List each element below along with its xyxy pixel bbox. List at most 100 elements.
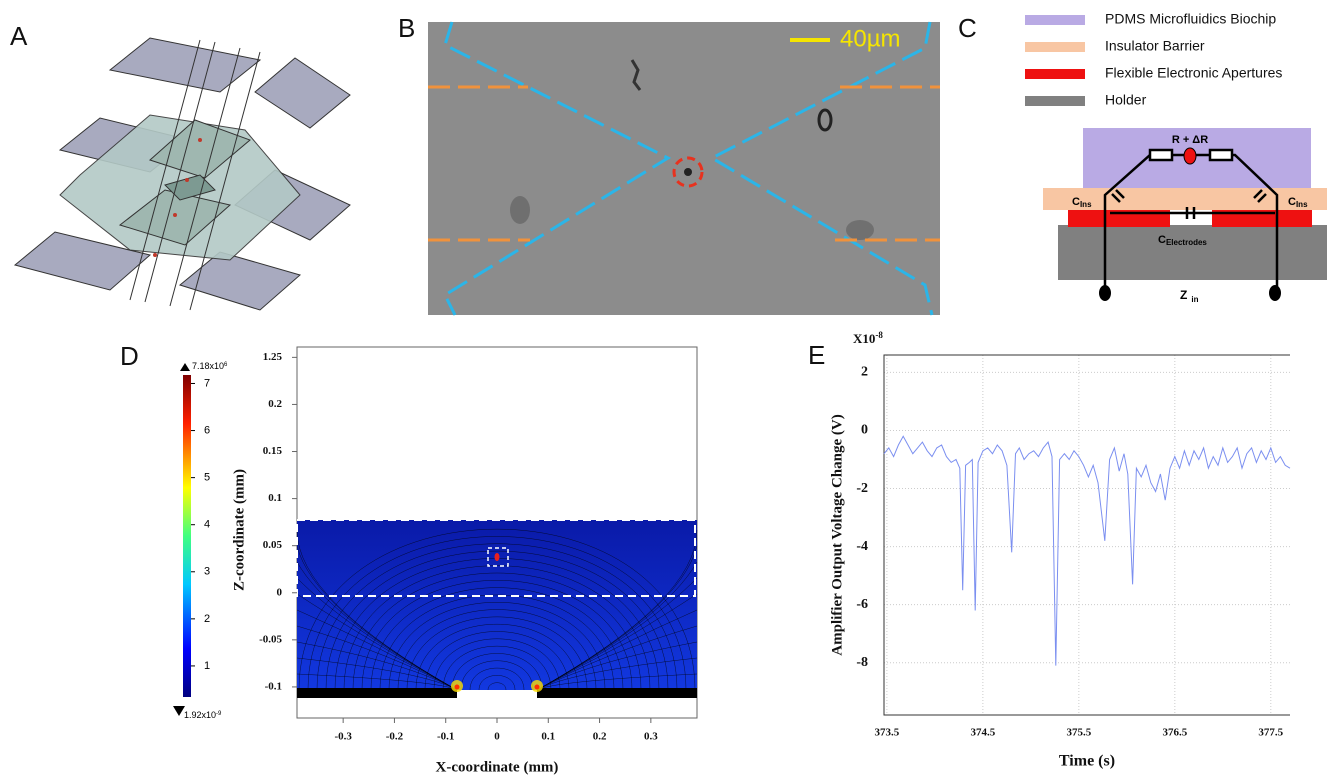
field-line	[478, 675, 516, 691]
legend-label: PDMS Microfluidics Biochip	[1105, 11, 1276, 27]
colorbar-min-label: 1.92x10-9	[184, 710, 222, 720]
y-tick-label: 0.05	[263, 539, 283, 551]
colorbar-tick-label: 6	[204, 424, 210, 436]
hotspot	[454, 684, 460, 690]
field-line	[536, 529, 698, 691]
field-line	[469, 667, 525, 691]
max-exp: 6	[224, 362, 228, 368]
y-tick-label: -4	[856, 539, 868, 554]
x-tick-label: -0.1	[437, 731, 454, 743]
legend-label: Insulator Barrier	[1105, 38, 1205, 54]
particle	[494, 553, 500, 561]
field-line	[316, 543, 678, 691]
y-tick-label: -6	[856, 597, 868, 612]
trace	[883, 435, 1291, 666]
x-tick-label: 377.5	[1258, 727, 1283, 739]
field-line	[298, 529, 696, 691]
max-main: 7.18x10	[192, 361, 224, 371]
colorbar-max-marker	[180, 363, 190, 371]
colorbar-max-label: 7.18x106	[192, 361, 228, 371]
y-tick-label: -0.05	[259, 633, 282, 645]
region-border	[296, 519, 696, 597]
y-axis-label: Amplifier Output Voltage Change (V)	[829, 414, 845, 655]
mult-main: X10	[853, 331, 875, 346]
panel-label: B	[398, 13, 415, 43]
x-tick-label: 376.5	[1162, 727, 1187, 739]
field-line	[296, 529, 458, 691]
axis-frame	[883, 354, 1290, 716]
x-tick-label: -0.3	[334, 731, 352, 743]
min-main: 1.92x10	[184, 710, 216, 720]
x-tick-label: -0.2	[386, 731, 404, 743]
panel-label: D	[120, 341, 139, 371]
cap-label: CElectrodes	[1158, 234, 1207, 247]
cap-sub: Ins	[1080, 200, 1092, 209]
chip-render	[13, 37, 351, 311]
mult-exp: -8	[875, 330, 883, 340]
y-tick-label: 1.25	[263, 351, 283, 363]
colorbar-tick-label: 7	[204, 377, 210, 389]
hotspot	[534, 684, 540, 690]
x-tick-label: 373.5	[875, 727, 900, 739]
field-line	[325, 551, 669, 691]
min-exp: -9	[216, 711, 222, 717]
cap-main: C	[1158, 234, 1166, 246]
colorbar-tick-label: 1	[204, 660, 210, 672]
field-line	[296, 625, 458, 691]
y-tick-label: -2	[856, 481, 868, 496]
particle-box	[487, 547, 509, 567]
colorbar-tick-label: 4	[204, 519, 210, 531]
field-line	[536, 641, 698, 691]
legend-swatch	[1025, 69, 1085, 79]
x-tick-label: 0	[494, 731, 500, 743]
cap-main: C	[1072, 196, 1080, 208]
circuit-diagram	[1043, 128, 1327, 301]
field-line	[388, 602, 606, 691]
legend-label: Flexible Electronic Apertures	[1105, 65, 1282, 81]
colorbar-tick-label: 3	[204, 566, 210, 578]
resistor-label: R + ΔR	[1172, 134, 1208, 146]
colorbar-min-marker	[173, 706, 185, 716]
z-sub: in	[1191, 295, 1198, 304]
y-tick-label: 0	[277, 586, 283, 598]
y-tick-label: 2	[861, 365, 868, 380]
panel-label: E	[808, 340, 825, 370]
cap-sub: Electrodes	[1166, 238, 1207, 247]
y-tick-label: 0.1	[268, 492, 282, 504]
field-line	[536, 657, 698, 691]
x-tick-label: 0.1	[541, 731, 555, 743]
field-line	[296, 641, 458, 691]
x-tick-label: 375.5	[1066, 727, 1091, 739]
multiplier: X10-8	[853, 330, 883, 346]
x-tick-label: 0.3	[644, 731, 658, 743]
cap-sub: Ins	[1296, 200, 1308, 209]
legend-label: Holder	[1105, 92, 1147, 108]
field-line	[487, 682, 507, 691]
z-main: Z	[1180, 288, 1187, 302]
legend-swatch	[1025, 15, 1085, 25]
x-tick-label: 374.5	[970, 727, 995, 739]
legend-swatch	[1025, 96, 1085, 106]
y-tick-label: -0.1	[265, 680, 282, 692]
legend-swatch	[1025, 42, 1085, 52]
scale-bar-label: 40µm	[840, 25, 901, 52]
y-tick-label: -8	[856, 655, 868, 670]
x-axis-label: X-coordinate (mm)	[436, 759, 559, 775]
colorbar	[183, 375, 191, 697]
colorbar-tick-label: 5	[204, 472, 210, 484]
colorbar-tick-label: 2	[204, 613, 210, 625]
field-line	[296, 657, 458, 691]
micrograph	[428, 21, 940, 316]
x-tick-label: 0.2	[593, 731, 607, 743]
y-tick-label: 0	[861, 423, 868, 438]
panel-label: C	[958, 13, 977, 43]
field-map	[296, 519, 698, 698]
field-line	[536, 625, 698, 691]
cap-label: CIns	[1072, 196, 1092, 209]
y-tick-label: 0.2	[268, 398, 282, 410]
y-tick-label: 0.15	[263, 445, 283, 457]
cap-label: CIns	[1288, 196, 1308, 209]
x-axis-label: Time (s)	[1059, 753, 1115, 770]
